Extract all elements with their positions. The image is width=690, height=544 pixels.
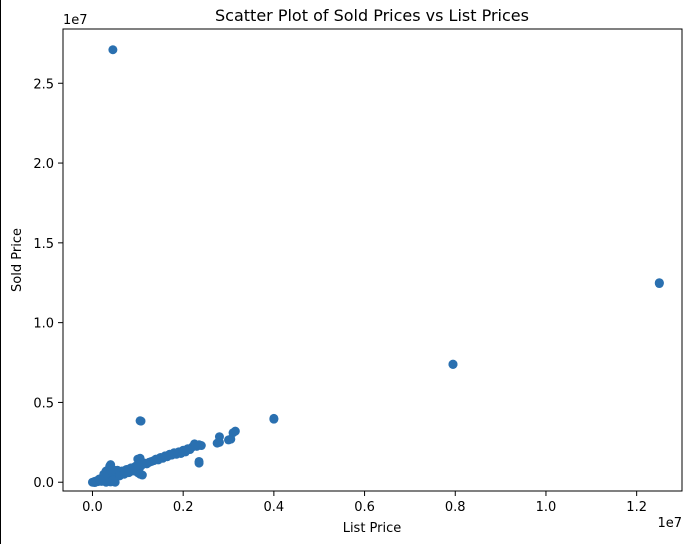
data-point	[136, 416, 146, 426]
data-point	[137, 470, 147, 480]
x-tick-label: 0.8	[445, 500, 466, 515]
x-tick-label: 1.0	[536, 500, 557, 515]
x-ticks: 0.0 0.2 0.4 0.6 0.8 1.0 1.2	[82, 491, 647, 515]
data-point	[224, 435, 234, 445]
y-tick-label: 2.5	[33, 77, 54, 92]
data-point	[108, 45, 118, 55]
data-point	[448, 359, 458, 369]
y-tick-label: 0.5	[33, 396, 54, 411]
y-axis-label: Sold Price	[10, 228, 25, 292]
chart-title: Scatter Plot of Sold Prices vs List Pric…	[215, 6, 529, 25]
data-point	[269, 414, 279, 424]
y-ticks: 0.0 0.5 1.0 1.5 2.0 2.5	[33, 77, 63, 491]
y-tick-label: 2.0	[33, 157, 54, 172]
plot-area	[62, 28, 683, 492]
x-tick-label: 1.2	[626, 500, 647, 515]
y-offset-text: 1e7	[63, 13, 88, 28]
data-point	[127, 466, 137, 476]
left-border	[0, 0, 1, 544]
y-tick-label: 0.0	[33, 476, 54, 491]
data-point	[94, 474, 104, 484]
x-axis-label: List Price	[343, 521, 402, 536]
data-point	[110, 477, 120, 487]
data-point	[654, 279, 664, 289]
x-tick-label: 0.6	[354, 500, 375, 515]
x-offset-text: 1e7	[657, 516, 682, 531]
data-point	[212, 438, 222, 448]
data-point	[194, 458, 204, 468]
y-tick-label: 1.0	[33, 317, 54, 332]
x-tick-label: 0.0	[82, 500, 103, 515]
x-tick-label: 0.2	[173, 500, 194, 515]
data-points	[87, 45, 664, 488]
y-tick-label: 1.5	[33, 237, 54, 252]
x-tick-label: 0.4	[264, 500, 285, 515]
